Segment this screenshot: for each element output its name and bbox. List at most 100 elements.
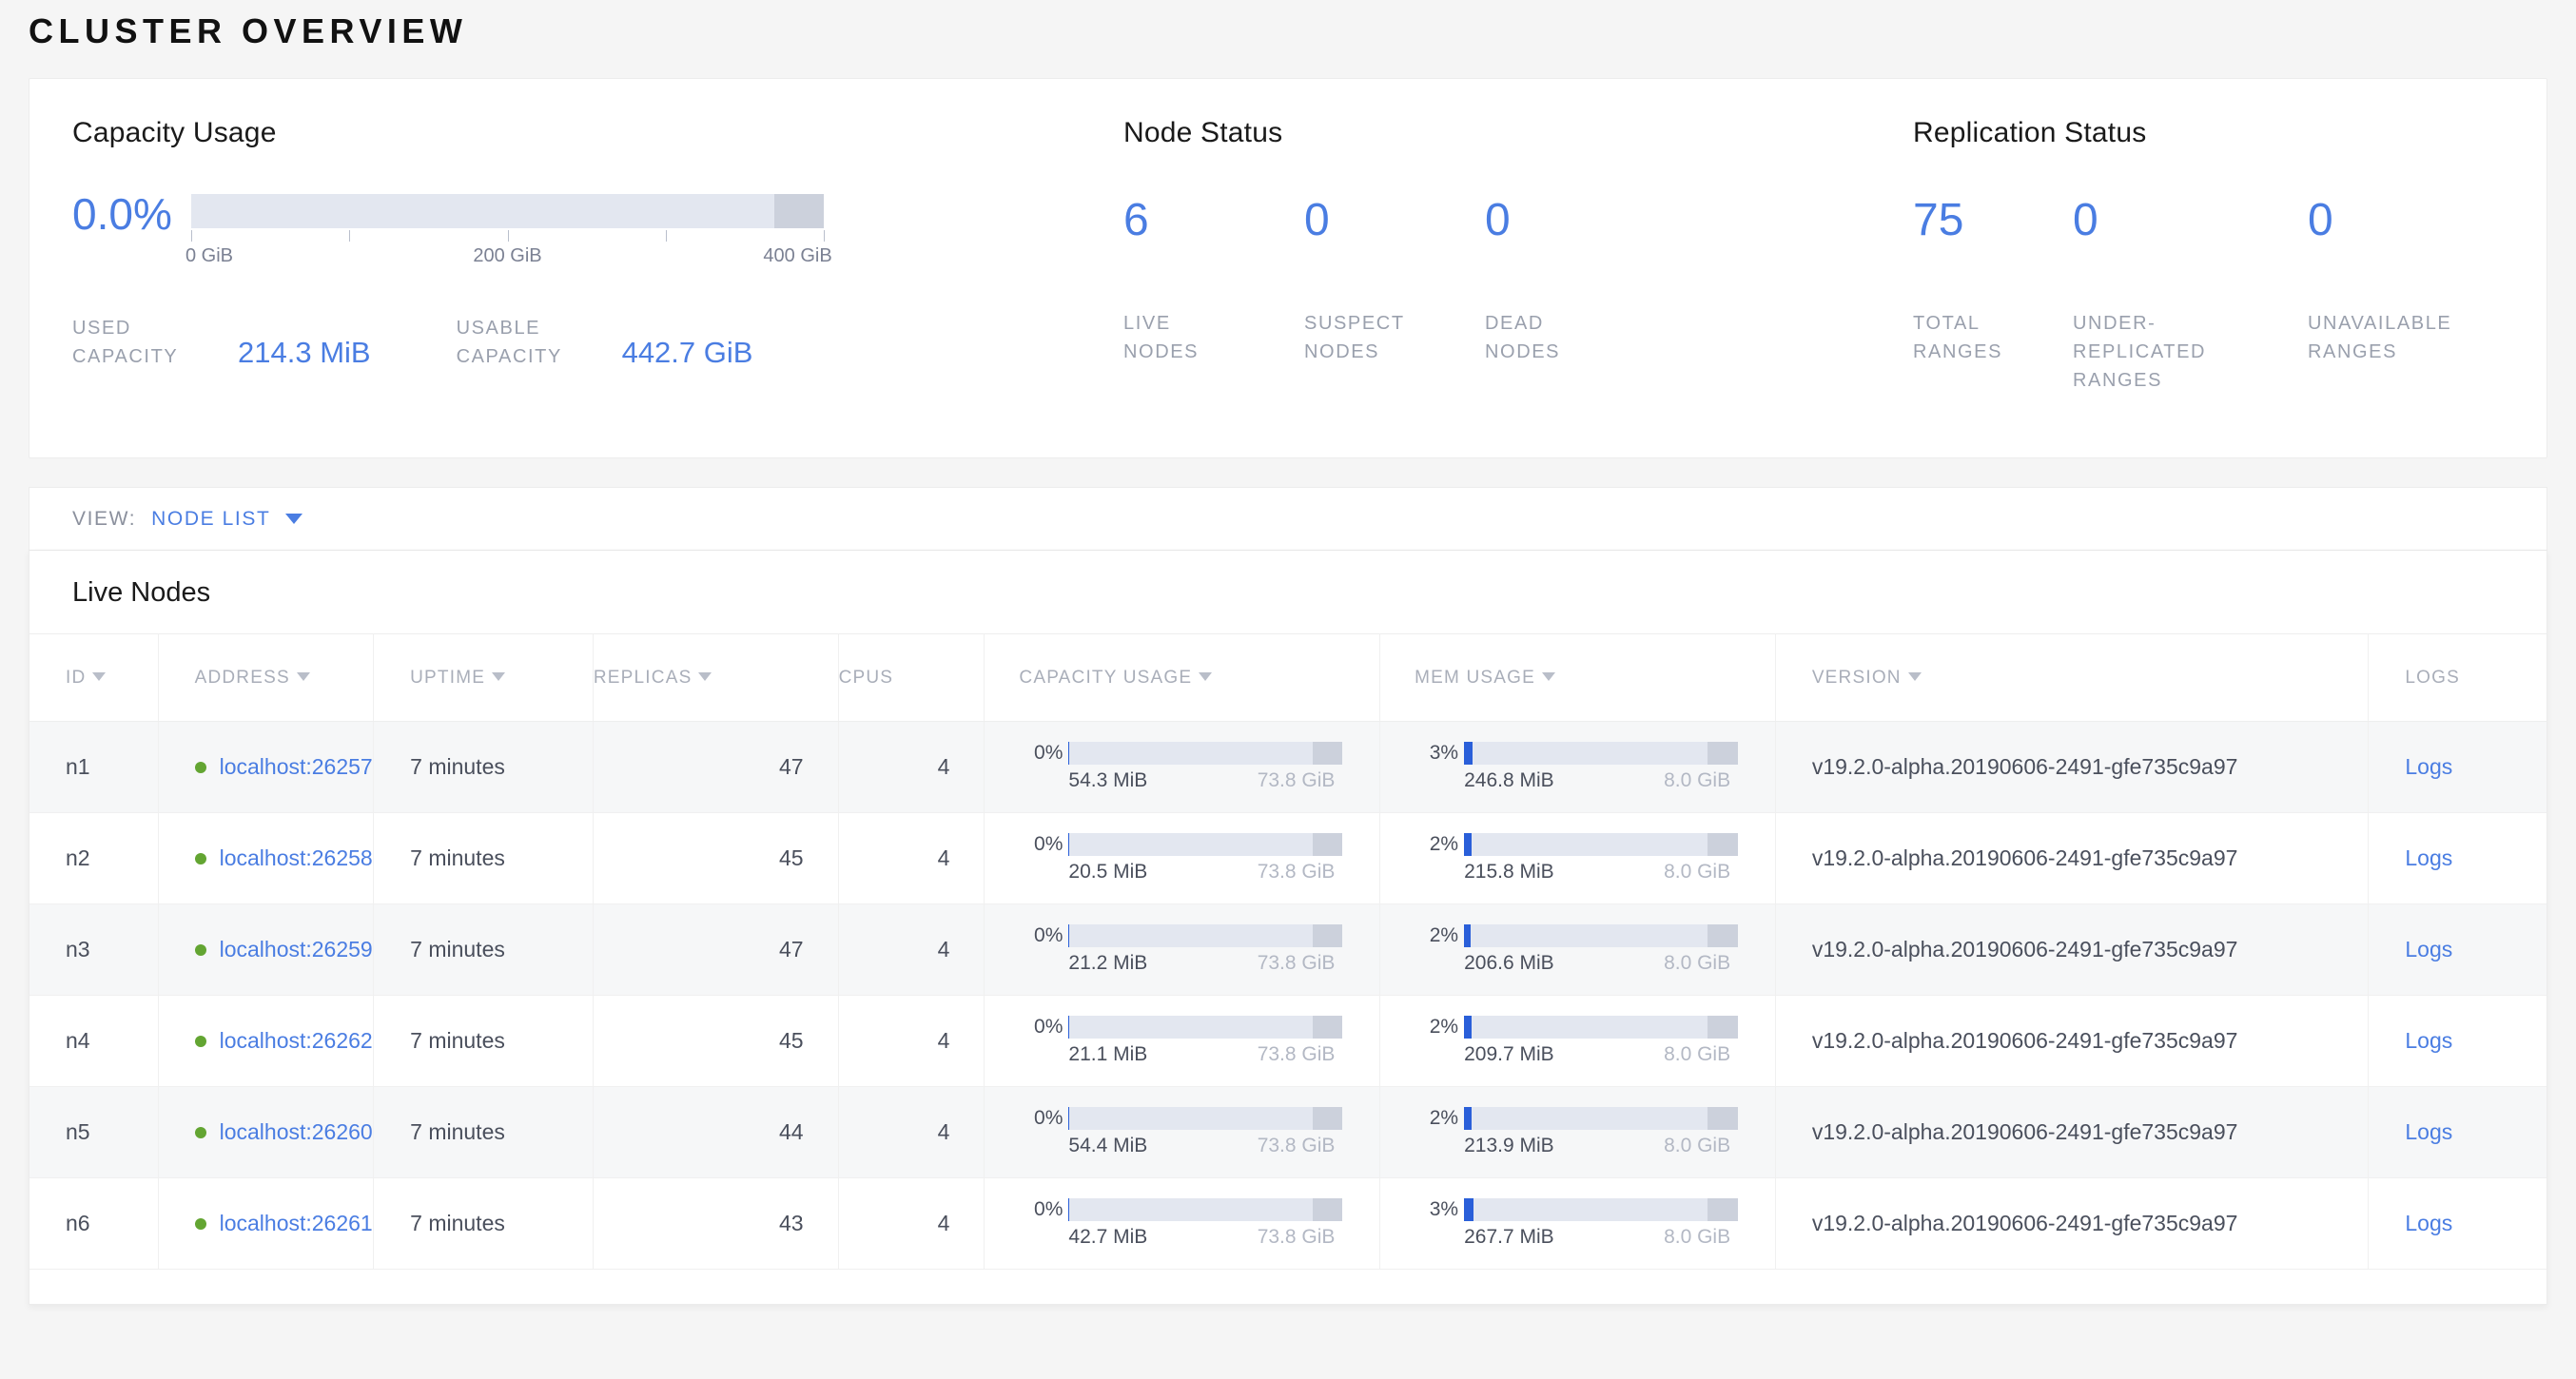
capacity-bar bbox=[191, 194, 824, 228]
table-row: n3 localhost:26259 7 minutes 47 4 0% 21.2 MiB 7… bbox=[29, 903, 2547, 996]
cell-replicas: 45 bbox=[593, 995, 839, 1087]
cell-version: v19.2.0-alpha.20190606-2491-gfe735c9a97 bbox=[1775, 903, 2370, 996]
column-header-label: REPLICAS bbox=[593, 667, 693, 688]
column-header-mem-usage[interactable]: MEM USAGE bbox=[1379, 633, 1776, 722]
usage-used-value: 213.9 MiB bbox=[1464, 1135, 1554, 1156]
cell-address: localhost:26259 bbox=[158, 903, 375, 996]
cell-mem-usage: 2% 215.8 MiB 8.0 GiB bbox=[1379, 812, 1776, 904]
column-header-replicas[interactable]: REPLICAS bbox=[593, 633, 839, 722]
table-row: n1 localhost:26257 7 minutes 47 4 0% 54.3 MiB 7… bbox=[29, 721, 2547, 813]
capacity-percent: 0.0% bbox=[72, 189, 172, 239]
cell-version: v19.2.0-alpha.20190606-2491-gfe735c9a97 bbox=[1775, 995, 2370, 1087]
cell-replicas: 45 bbox=[593, 812, 839, 904]
usage-bar-track bbox=[1068, 1016, 1343, 1039]
column-header-label: CAPACITY USAGE bbox=[1019, 667, 1193, 688]
logs-link[interactable]: Logs bbox=[2405, 937, 2453, 961]
version-text: v19.2.0-alpha.20190606-2491-gfe735c9a97 bbox=[1811, 845, 2238, 870]
usage-used-value: 246.8 MiB bbox=[1464, 769, 1554, 791]
node-address-link[interactable]: localhost:26260 bbox=[219, 1119, 373, 1144]
usage-bar-remainder bbox=[1312, 924, 1343, 947]
cell-node-id: n2 bbox=[29, 812, 159, 904]
usage-percent: 0% bbox=[1034, 742, 1064, 764]
column-header-label: ID bbox=[66, 667, 87, 688]
stat-metric-label: UNDER- REPLICATED RANGES bbox=[2073, 313, 2207, 391]
usage-percent: 2% bbox=[1429, 833, 1459, 855]
stat-metric-value: 0 bbox=[2308, 195, 2333, 245]
used-capacity-label: USED CAPACITY bbox=[72, 318, 179, 367]
view-bar: VIEW: NODE LIST bbox=[29, 487, 2547, 550]
usage-total-value: 8.0 GiB bbox=[1664, 861, 1731, 883]
logs-link[interactable]: Logs bbox=[2405, 1119, 2453, 1144]
usage-bar-track bbox=[1068, 1107, 1343, 1130]
cell-capacity-usage: 0% 20.5 MiB 73.8 GiB bbox=[984, 812, 1381, 904]
replication-status-title: Replication Status bbox=[1913, 117, 2147, 148]
usable-capacity-stat: USABLE CAPACITY 442.7 GiB bbox=[457, 314, 753, 371]
capacity-axis-tick-label: 0 GiB bbox=[185, 245, 234, 266]
sort-caret-icon[interactable] bbox=[1907, 671, 1922, 681]
cell-capacity-usage: 0% 54.4 MiB 73.8 GiB bbox=[984, 1086, 1381, 1178]
stat-metric: 0 SUSPECT NODES bbox=[1304, 195, 1403, 362]
node-address-link[interactable]: localhost:26258 bbox=[219, 845, 373, 870]
column-header-id[interactable]: ID bbox=[29, 633, 159, 722]
stat-metric: 6 LIVE NODES bbox=[1123, 195, 1198, 362]
cell-uptime: 7 minutes bbox=[373, 1086, 594, 1178]
column-header-version[interactable]: VERSION bbox=[1775, 633, 2370, 722]
usage-percent: 0% bbox=[1034, 833, 1064, 855]
capacity-axis-ticks bbox=[191, 228, 825, 245]
cell-cpus: 4 bbox=[838, 903, 986, 996]
node-address-link[interactable]: localhost:26257 bbox=[219, 754, 373, 779]
capacity-bar-unusable bbox=[774, 194, 824, 228]
chevron-down-icon[interactable] bbox=[285, 514, 303, 524]
column-header-capacity-usage[interactable]: CAPACITY USAGE bbox=[984, 633, 1381, 722]
capacity-stats: USED CAPACITY 214.3 MiB USABLE CAPACITY … bbox=[72, 314, 1123, 371]
usage-bar-fill bbox=[1464, 1198, 1473, 1221]
usable-capacity-label: USABLE CAPACITY bbox=[456, 318, 562, 367]
cell-uptime: 7 minutes bbox=[373, 812, 594, 904]
stat-metric-label: SUSPECT NODES bbox=[1304, 313, 1405, 362]
sort-caret-icon[interactable] bbox=[1199, 671, 1213, 681]
cell-logs: Logs bbox=[2368, 812, 2547, 904]
table-row: n5 localhost:26260 7 minutes 44 4 0% 54.4 MiB 7… bbox=[29, 1086, 2547, 1178]
usage-total-value: 73.8 GiB bbox=[1257, 769, 1336, 791]
usage-used-value: 21.2 MiB bbox=[1068, 952, 1148, 974]
logs-link[interactable]: Logs bbox=[2405, 754, 2453, 779]
view-select-value[interactable]: NODE LIST bbox=[151, 507, 271, 530]
logs-link[interactable]: Logs bbox=[2405, 1028, 2453, 1053]
sort-caret-icon[interactable] bbox=[1542, 671, 1556, 681]
usage-total-value: 8.0 GiB bbox=[1664, 1043, 1731, 1065]
column-header-label: MEM USAGE bbox=[1415, 667, 1536, 688]
usage-bar-remainder bbox=[1312, 1107, 1343, 1130]
node-status-title: Node Status bbox=[1123, 117, 1283, 148]
stat-metric-value: 6 bbox=[1123, 195, 1149, 245]
usage-percent: 0% bbox=[1034, 1016, 1064, 1038]
cell-cpus: 4 bbox=[838, 995, 986, 1087]
sort-caret-icon[interactable] bbox=[492, 671, 506, 681]
cell-node-id: n5 bbox=[29, 1086, 159, 1178]
column-header-address[interactable]: ADDRESS bbox=[158, 633, 375, 722]
node-address-link[interactable]: localhost:26262 bbox=[219, 1028, 373, 1053]
stat-metric-label: LIVE NODES bbox=[1123, 313, 1200, 362]
usage-bar-remainder bbox=[1312, 1016, 1343, 1039]
cell-uptime: 7 minutes bbox=[373, 995, 594, 1087]
logs-link[interactable]: Logs bbox=[2405, 1211, 2453, 1235]
used-capacity-value: 214.3 MiB bbox=[238, 336, 371, 369]
sort-caret-icon[interactable] bbox=[698, 671, 712, 681]
usage-used-value: 21.1 MiB bbox=[1068, 1043, 1148, 1065]
cell-cpus: 4 bbox=[838, 721, 986, 813]
capacity-axis-tick bbox=[191, 230, 192, 242]
node-address-link[interactable]: localhost:26259 bbox=[219, 937, 373, 961]
table-row: n6 localhost:26261 7 minutes 43 4 0% 42.7 MiB 7… bbox=[29, 1177, 2547, 1270]
usage-bar-remainder bbox=[1708, 924, 1739, 947]
usage-bar-track bbox=[1464, 1107, 1739, 1130]
capacity-axis-tick bbox=[665, 230, 667, 242]
sort-caret-icon[interactable] bbox=[296, 671, 310, 681]
logs-link[interactable]: Logs bbox=[2405, 845, 2453, 870]
node-address-link[interactable]: localhost:26261 bbox=[219, 1211, 373, 1235]
cell-uptime: 7 minutes bbox=[373, 721, 594, 813]
column-header-uptime[interactable]: UPTIME bbox=[373, 633, 594, 722]
cell-node-id: n1 bbox=[29, 721, 159, 813]
capacity-axis-tick-label: 200 GiB bbox=[473, 245, 542, 266]
stat-metric-label: TOTAL RANGES bbox=[1913, 313, 2003, 362]
version-text: v19.2.0-alpha.20190606-2491-gfe735c9a97 bbox=[1811, 1119, 2238, 1144]
sort-caret-icon[interactable] bbox=[92, 671, 107, 681]
